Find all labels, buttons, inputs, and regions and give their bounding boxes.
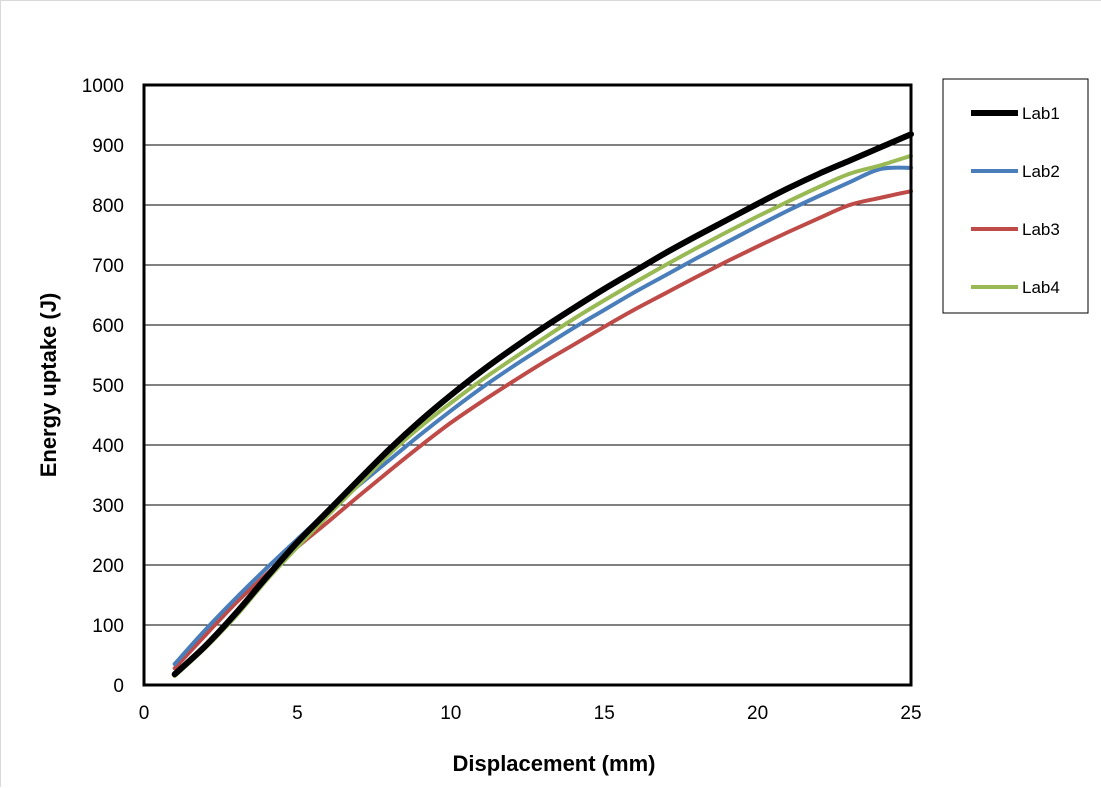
y-axis-ticks: 0 100 200 300 400 500 600 700 800 900 1000 [82, 76, 124, 697]
legend-frame [942, 78, 1089, 314]
y-tick-label: 300 [92, 496, 124, 517]
gridlines [144, 144, 911, 626]
x-tick-label: 20 [747, 703, 768, 724]
plot-frame [142, 83, 913, 687]
legend-label-lab2: Lab2 [1022, 162, 1060, 181]
y-tick-label: 400 [92, 436, 124, 457]
x-axis-ticks: 0 5 10 15 20 25 [139, 703, 922, 724]
y-tick-label: 1000 [82, 76, 124, 97]
x-tick-label: 0 [139, 703, 150, 724]
series-line-lab1 [171, 131, 914, 678]
y-tick-label: 800 [92, 196, 124, 217]
y-tick-label: 0 [113, 676, 124, 697]
series-line-lab3 [172, 189, 913, 671]
y-tick-label: 100 [92, 616, 124, 637]
series-line-lab2 [172, 165, 913, 666]
x-tick-label: 10 [440, 703, 461, 724]
series-lines [171, 131, 914, 678]
x-tick-label: 25 [900, 703, 921, 724]
legend: Lab1 Lab2 Lab3 Lab4 [942, 78, 1089, 314]
legend-label-lab3: Lab3 [1022, 220, 1060, 239]
y-tick-label: 600 [92, 316, 124, 337]
y-tick-label: 700 [92, 256, 124, 277]
x-tick-label: 5 [292, 703, 303, 724]
y-axis-title: Energy uptake (J) [36, 293, 61, 478]
y-tick-label: 500 [92, 376, 124, 397]
x-tick-label: 15 [594, 703, 615, 724]
y-tick-label: 200 [92, 556, 124, 577]
x-axis-title: Displacement (mm) [453, 751, 656, 776]
y-tick-label: 900 [92, 136, 124, 157]
legend-label-lab4: Lab4 [1022, 278, 1060, 297]
legend-label-lab1: Lab1 [1022, 104, 1060, 123]
series-line-lab4 [172, 153, 913, 678]
